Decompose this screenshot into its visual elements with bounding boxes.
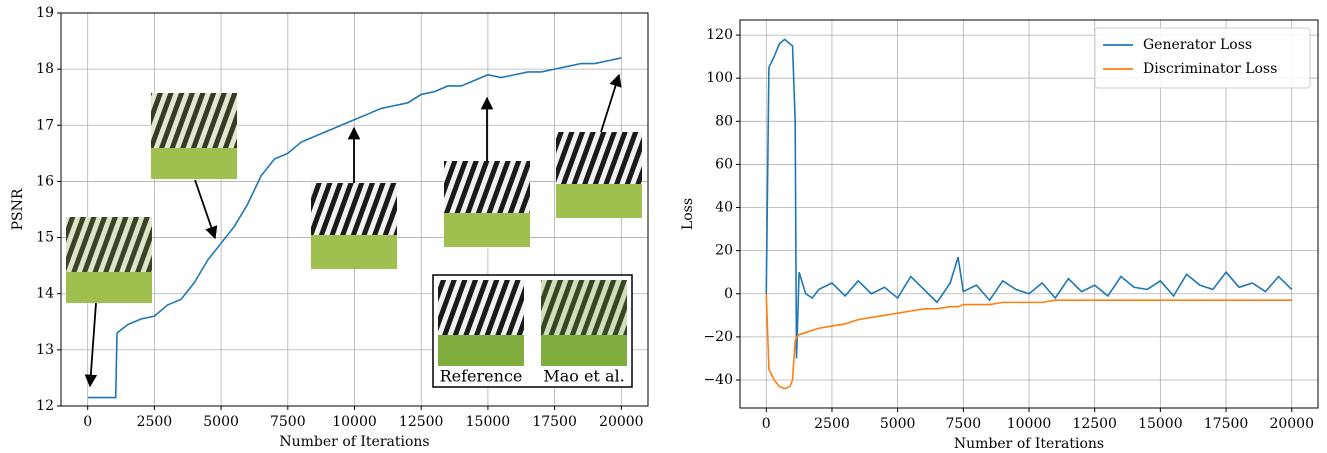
y-tick-label: 80 — [715, 113, 733, 129]
x-tick-label: 5000 — [880, 416, 916, 432]
legend-label: Generator Loss — [1143, 37, 1252, 53]
y-tick-label: 15 — [36, 230, 54, 246]
x-tick-label: 0 — [762, 416, 771, 432]
x-tick-label: 15000 — [466, 414, 511, 430]
x-tick-label: 10000 — [332, 414, 377, 430]
thumb — [311, 183, 397, 269]
x-tick-label: 20000 — [599, 414, 644, 430]
y-tick-label: 60 — [715, 156, 733, 172]
y-tick-label: 20 — [715, 243, 733, 259]
x-tick-label: 0 — [83, 414, 92, 430]
thumb — [438, 280, 524, 366]
thumb — [66, 217, 152, 303]
x-tick-label: 2500 — [814, 416, 850, 432]
thumb — [151, 93, 237, 179]
y-axis-label: Loss — [680, 198, 696, 230]
y-tick-label: 16 — [36, 173, 54, 189]
y-tick-label: 18 — [36, 61, 54, 77]
thumb — [444, 161, 530, 247]
annotation: Mao et al. — [543, 367, 624, 386]
x-tick-label: 5000 — [203, 414, 239, 430]
x-tick-label: 7500 — [945, 416, 981, 432]
legend-label: Discriminator Loss — [1143, 61, 1277, 77]
y-axis-label: PSNR — [10, 188, 26, 230]
arrows — [84, 73, 622, 388]
x-axis-label: Number of Iterations — [279, 434, 429, 450]
x-tick-label: 7500 — [270, 414, 306, 430]
y-tick-label: 19 — [36, 5, 54, 21]
thumb — [556, 132, 642, 218]
y-tick-label: −40 — [703, 372, 733, 388]
y-tick-label: 120 — [706, 27, 733, 43]
x-tick-label: 17500 — [532, 414, 577, 430]
x-tick-label: 12500 — [1072, 416, 1117, 432]
legend-box — [1094, 27, 1311, 89]
y-tick-label: 40 — [715, 200, 733, 216]
y-tick-label: 17 — [36, 117, 54, 133]
thumbnails — [66, 73, 642, 388]
y-tick-label: −20 — [703, 329, 733, 345]
y-tick-label: 12 — [36, 398, 54, 414]
y-tick-label: 13 — [36, 342, 54, 358]
x-tick-label: 2500 — [137, 414, 173, 430]
thumb — [541, 280, 627, 366]
y-tick-label: 14 — [36, 286, 54, 302]
x-tick-label: 12500 — [399, 414, 444, 430]
annotation: Reference — [440, 367, 523, 386]
x-axis-label: Number of Iterations — [954, 436, 1104, 452]
plot-frame — [739, 19, 1319, 409]
y-tick-label: 100 — [706, 70, 733, 86]
x-tick-label: 10000 — [1007, 416, 1052, 432]
data-line — [765, 38, 1293, 359]
y-tick-label: 0 — [724, 286, 733, 302]
x-tick-label: 20000 — [1269, 416, 1314, 432]
data-line — [87, 57, 622, 399]
x-tick-label: 17500 — [1204, 416, 1249, 432]
data-line — [765, 293, 1292, 390]
x-tick-label: 15000 — [1138, 416, 1183, 432]
